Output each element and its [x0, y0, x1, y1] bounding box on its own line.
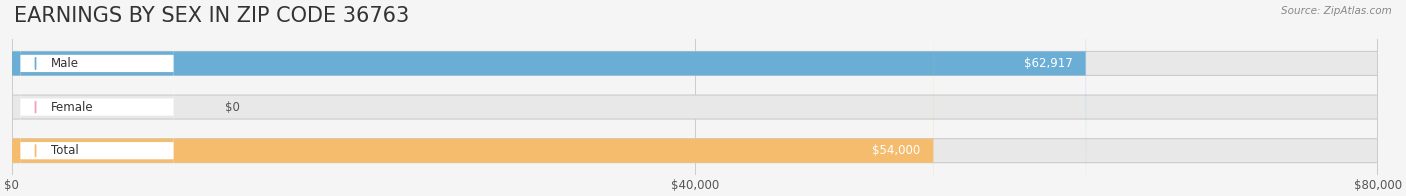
- Text: Female: Female: [51, 101, 94, 113]
- FancyBboxPatch shape: [11, 0, 1378, 196]
- Text: $0: $0: [225, 101, 240, 113]
- Text: EARNINGS BY SEX IN ZIP CODE 36763: EARNINGS BY SEX IN ZIP CODE 36763: [14, 6, 409, 26]
- Text: $54,000: $54,000: [872, 144, 920, 157]
- Text: $62,917: $62,917: [1024, 57, 1073, 70]
- Text: Male: Male: [51, 57, 79, 70]
- FancyBboxPatch shape: [11, 0, 1085, 196]
- Text: Total: Total: [51, 144, 79, 157]
- FancyBboxPatch shape: [11, 0, 1378, 196]
- FancyBboxPatch shape: [20, 0, 174, 196]
- FancyBboxPatch shape: [11, 0, 1378, 196]
- FancyBboxPatch shape: [20, 0, 174, 196]
- FancyBboxPatch shape: [11, 0, 934, 196]
- Text: Source: ZipAtlas.com: Source: ZipAtlas.com: [1281, 6, 1392, 16]
- FancyBboxPatch shape: [20, 0, 174, 196]
